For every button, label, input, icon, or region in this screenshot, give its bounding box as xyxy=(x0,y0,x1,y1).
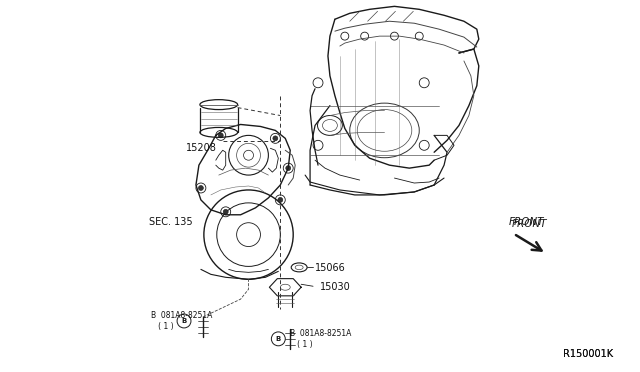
Text: FRONT: FRONT xyxy=(509,217,544,227)
Text: 15208: 15208 xyxy=(186,143,217,153)
Text: B: B xyxy=(276,336,281,342)
Circle shape xyxy=(278,198,283,202)
Text: FRONT: FRONT xyxy=(511,219,547,229)
Text: R150001K: R150001K xyxy=(563,349,613,359)
Circle shape xyxy=(198,186,204,190)
Text: B  081A8-8251A
   ( 1 ): B 081A8-8251A ( 1 ) xyxy=(151,311,212,331)
Text: SEC. 135: SEC. 135 xyxy=(149,217,193,227)
Text: 15066: 15066 xyxy=(315,263,346,273)
Text: 15030: 15030 xyxy=(320,282,351,292)
Circle shape xyxy=(218,133,223,138)
Text: R150001K: R150001K xyxy=(563,349,613,359)
Circle shape xyxy=(273,136,278,141)
Circle shape xyxy=(285,166,291,171)
Text: B  081A8-8251A
   ( 1 ): B 081A8-8251A ( 1 ) xyxy=(290,329,351,349)
Text: B: B xyxy=(181,318,187,324)
Circle shape xyxy=(223,209,228,214)
